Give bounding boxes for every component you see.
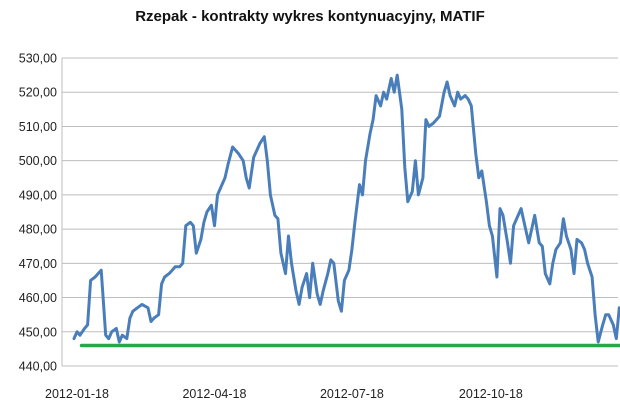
y-tick-label: 520,00 [19,86,57,100]
y-tick-label: 480,00 [19,223,57,237]
y-axis-labels: 440,00 450,00 460,00 470,00 480,00 490,00 500,… [19,52,57,374]
x-axis-labels: 2012-01-18 2012-04-18 2012-07-18 2012-10-18 [45,387,523,401]
x-tick-label: 2012-01-18 [45,387,109,401]
y-tick-label: 500,00 [19,154,57,168]
chart-title: Rzepak - kontrakty wykres kontynuacyjny,… [135,8,485,25]
y-tick-label: 510,00 [19,120,57,134]
y-tick-label: 440,00 [19,360,57,374]
y-tick-label: 490,00 [19,188,57,202]
x-tick-label: 2012-04-18 [182,387,246,401]
grid-lines [61,57,618,367]
y-tick-label: 460,00 [19,291,57,305]
y-tick-label: 530,00 [19,52,57,66]
price-series-line [72,73,620,344]
x-tick-label: 2012-07-18 [320,387,384,401]
y-tick-label: 450,00 [19,325,57,339]
x-tick-label: 2012-10-18 [459,387,523,401]
y-tick-label: 470,00 [19,257,57,271]
series-layer [72,73,620,348]
